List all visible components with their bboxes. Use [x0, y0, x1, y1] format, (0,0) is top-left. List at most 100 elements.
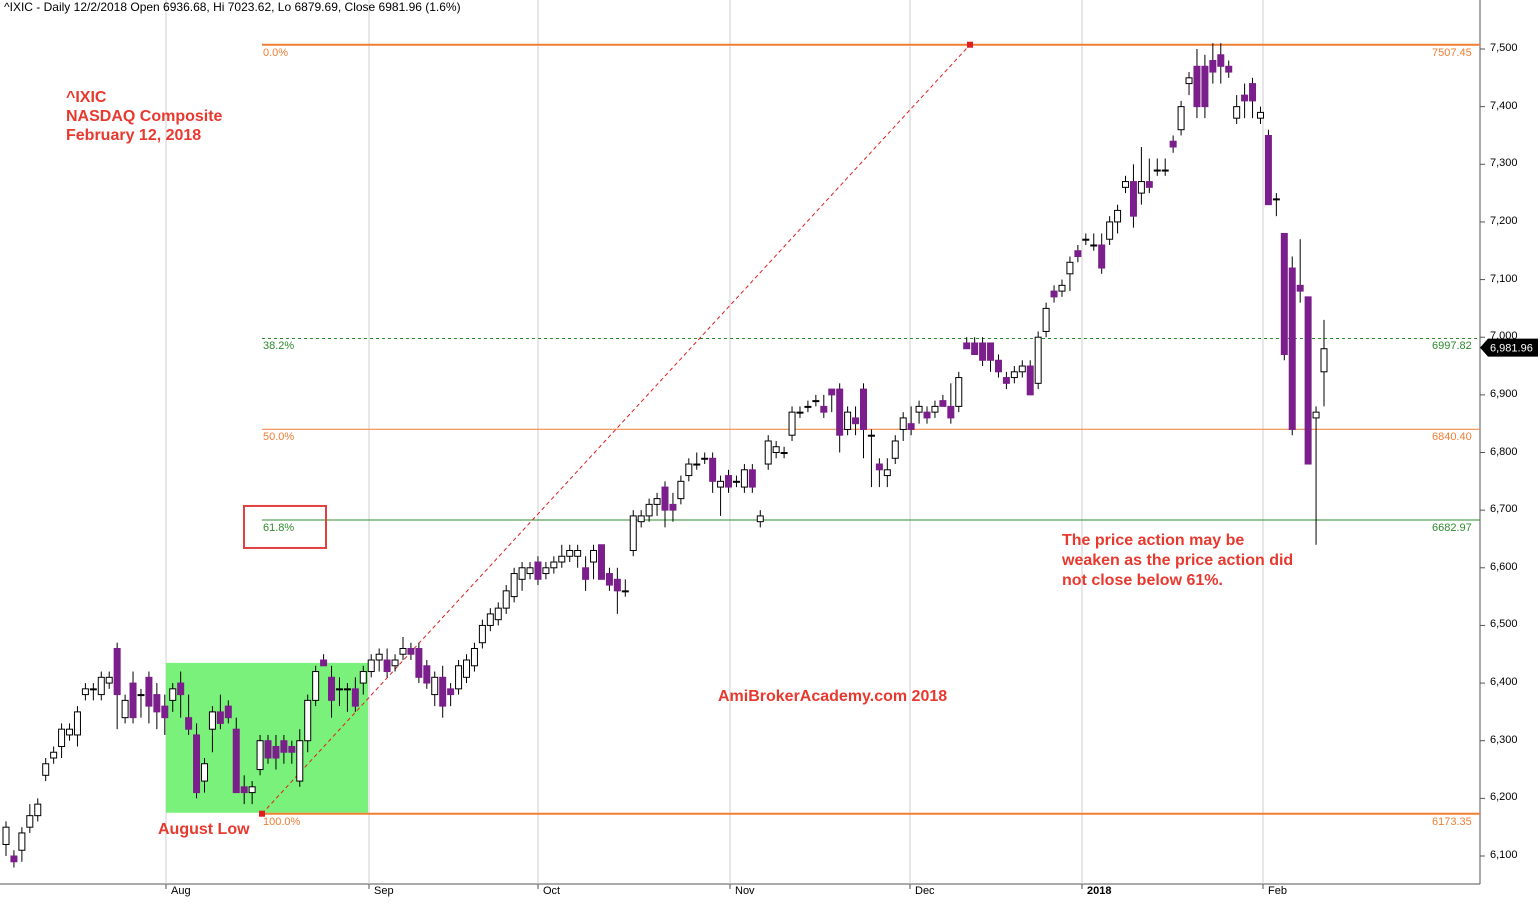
fib-value-label: 6173.35 [1432, 815, 1472, 828]
watermark: AmiBrokerAcademy.com 2018 [718, 688, 948, 705]
candle-body [534, 561, 542, 580]
candle-body [58, 728, 66, 747]
grid-lines [0, 0, 1485, 889]
candle-body [1050, 290, 1058, 298]
fibonacci-levels [243, 43, 1480, 815]
fib-trend-line [261, 44, 971, 815]
index-name-label: NASDAQ Composite [66, 108, 223, 125]
candle-body [987, 342, 995, 361]
candle-body [153, 694, 161, 713]
y-tick-label: 6,700 [1490, 503, 1518, 516]
fib-pct-label: 50.0% [263, 431, 295, 444]
candle-body [693, 463, 701, 466]
candle-body [931, 405, 939, 413]
y-tick-label: 6,300 [1490, 733, 1518, 746]
last-price-label: 6,981.96 [1490, 343, 1533, 355]
candle-body [518, 567, 526, 580]
candle-body [748, 469, 756, 488]
candle-body [740, 469, 748, 488]
candle-body [1137, 181, 1145, 194]
x-tick-label: Oct [543, 885, 561, 897]
x-tick-label: Aug [171, 885, 191, 897]
x-tick-label: Dec [915, 885, 935, 897]
candle-body [169, 688, 177, 701]
candle-body [66, 728, 74, 736]
candle-body [185, 717, 193, 730]
candle-body [89, 688, 97, 691]
candle-body [10, 855, 18, 863]
candle-body [137, 694, 145, 697]
candle-body [359, 671, 367, 684]
candle-body [391, 659, 399, 667]
candle-body [907, 423, 915, 430]
note-line-2: weaken as the price action did [1062, 552, 1294, 569]
trend-end-marker [967, 41, 973, 48]
candle-body [256, 740, 264, 771]
candle-body [923, 411, 931, 419]
candle-body [780, 452, 788, 454]
candle-body [312, 671, 320, 701]
y-tick-label: 6,900 [1490, 387, 1518, 400]
candle-body [224, 705, 232, 719]
candle-body [343, 688, 351, 691]
fib-pct-label: 100.0% [263, 815, 301, 828]
y-tick-label: 6,200 [1490, 791, 1518, 804]
candle-body [383, 659, 391, 673]
candle-body [1177, 106, 1185, 131]
candle-body [502, 590, 510, 609]
candle-body [883, 469, 891, 477]
candles [2, 43, 1328, 868]
candle-body [296, 740, 304, 782]
candle-body [351, 688, 359, 707]
candle-body [431, 676, 439, 696]
note-line-3: not close below 61%. [1062, 572, 1223, 589]
candle-body [732, 480, 740, 483]
candle-body [1312, 411, 1320, 419]
candle-body [1010, 371, 1018, 379]
fib-618-highlight-box [243, 504, 327, 549]
fib-pct-label: 38.2% [263, 340, 295, 353]
candle-body [613, 578, 621, 592]
candle-body [788, 411, 796, 436]
candle-body [1320, 348, 1328, 373]
candle-body [1193, 65, 1201, 108]
candle-body [105, 676, 113, 684]
candle-body [478, 624, 486, 644]
candle-body [1217, 54, 1225, 67]
candle-body [264, 740, 272, 759]
candle-body [208, 711, 216, 730]
candle-body [685, 463, 693, 477]
note-line-1: The price action may be [1062, 532, 1245, 549]
candle-body [756, 515, 764, 523]
candle-body [240, 786, 248, 794]
candle-body [399, 647, 407, 655]
candle-body [193, 734, 201, 794]
candle-body [1122, 181, 1130, 188]
candle-body [1185, 77, 1193, 85]
y-tick-label: 7,200 [1490, 214, 1518, 227]
candle-body [677, 480, 685, 500]
candle-body [81, 688, 89, 696]
candle-body [669, 503, 677, 511]
candle-body [820, 405, 828, 413]
candle-body [280, 740, 288, 753]
candle-body [661, 486, 669, 511]
candle-body [979, 342, 987, 361]
candle-body [1304, 296, 1312, 465]
candle-body [1090, 244, 1098, 247]
candle-body [1288, 267, 1296, 430]
candle-body [1026, 365, 1034, 396]
y-tick-label: 7,400 [1490, 99, 1518, 112]
x-tick-label: Feb [1268, 885, 1287, 897]
candle-body [2, 826, 10, 845]
candle-body [1018, 365, 1026, 373]
y-tick-label: 6,100 [1490, 849, 1518, 861]
candle-body [947, 405, 955, 419]
last-price-tag [1480, 338, 1538, 357]
fib-value-label: 7507.45 [1432, 46, 1472, 59]
candle-body [994, 359, 1002, 373]
candle-body [836, 388, 844, 436]
candle-body [828, 388, 836, 396]
candle-body [1034, 336, 1042, 384]
